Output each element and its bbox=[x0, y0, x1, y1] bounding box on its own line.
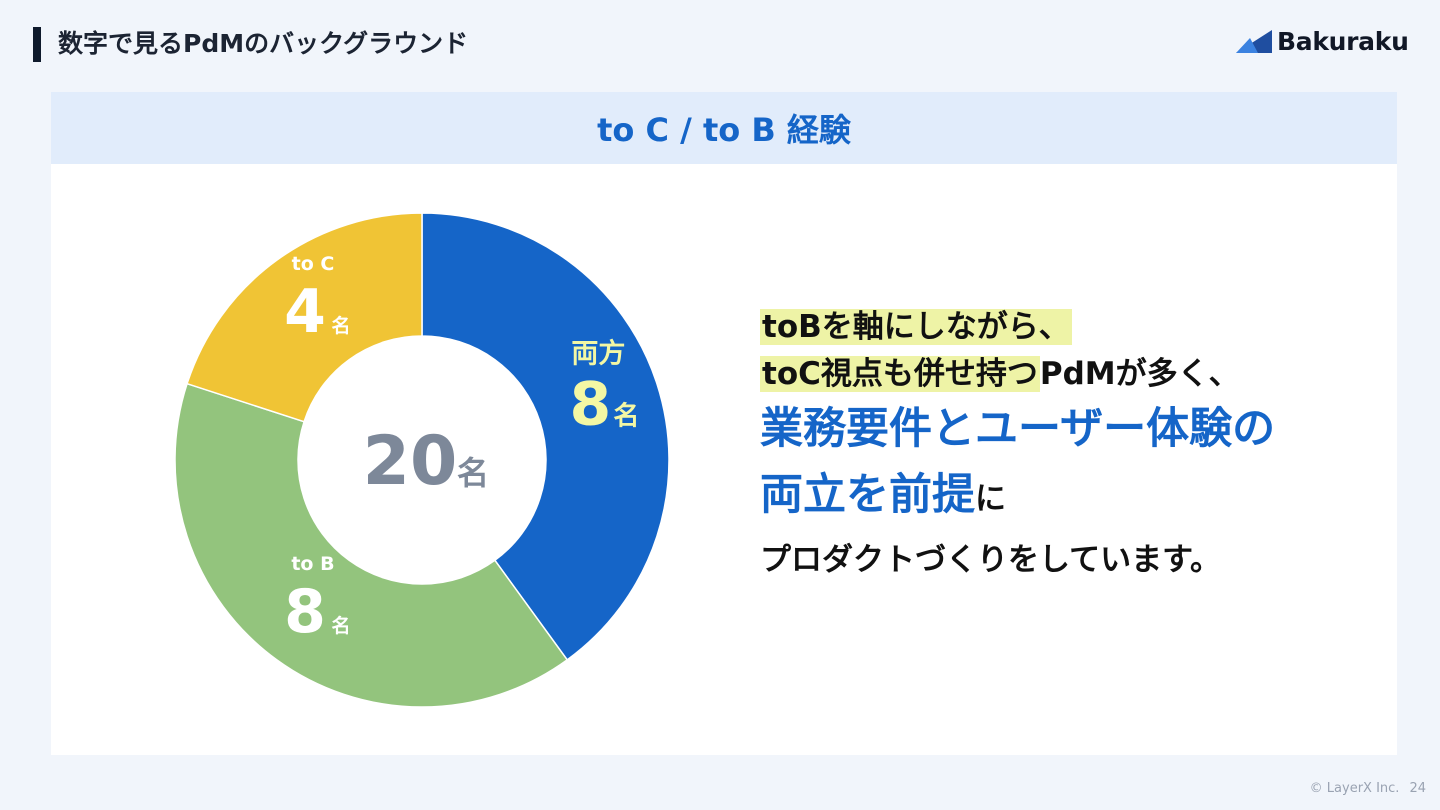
slice-value: 8 bbox=[570, 370, 612, 440]
bakuraku-logo-icon bbox=[1236, 30, 1272, 53]
card-header: to C / to B 経験 bbox=[51, 92, 1397, 164]
message-line-3: 業務要件とユーザー体験の bbox=[760, 404, 1276, 454]
center-total-value: 20 bbox=[363, 422, 458, 501]
slice-label: to C bbox=[292, 253, 335, 275]
center-total-unit: 名 bbox=[457, 454, 489, 492]
donut-chart: 両方8 名to B8 名to C4 名20 名 bbox=[174, 212, 670, 708]
slice-unit: 名 bbox=[613, 401, 639, 432]
logo-text: Bakuraku bbox=[1277, 26, 1409, 56]
title-accent-bar bbox=[33, 27, 41, 62]
slice-value: 8 bbox=[284, 577, 326, 647]
slice-unit: 名 bbox=[331, 314, 350, 337]
message-line-1: toBを軸にしながら、 bbox=[760, 305, 1380, 349]
highlight-text: toBを軸にしながら、 bbox=[760, 309, 1072, 345]
card-body: 両方 8 名 to B 8 名 to C 4 名 20 名 toBを軸にしながら、 toC視点も併せ… bbox=[51, 164, 1397, 755]
message-line-2: toC視点も併せ持つPdMが多く、 bbox=[760, 352, 1380, 396]
page-number: 24 bbox=[1409, 781, 1426, 796]
highlight-text: toC視点も併せ持つ bbox=[760, 356, 1040, 392]
message-emphasis: 両立を前提 bbox=[760, 470, 975, 520]
slice-label: to B bbox=[291, 553, 334, 575]
donut-slice-2 bbox=[174, 382, 569, 708]
bakuraku-logo: Bakuraku bbox=[1236, 24, 1409, 58]
card-title: to C / to B 経験 bbox=[597, 111, 851, 149]
message-text: に bbox=[975, 481, 1006, 517]
slice-unit: 名 bbox=[331, 614, 350, 637]
donut-slice-3 bbox=[186, 212, 423, 423]
copyright: © LayerX Inc. bbox=[1309, 781, 1400, 796]
message-line-4: 両立を前提に bbox=[760, 462, 1380, 532]
message-line-5: プロダクトづくりをしています。 bbox=[760, 542, 1221, 578]
message-block: toBを軸にしながら、 toC視点も併せ持つPdMが多く、 業務要件とユーザー体… bbox=[760, 305, 1380, 588]
footer: © LayerX Inc. 24 bbox=[1310, 781, 1426, 796]
slice-value: 4 bbox=[284, 277, 326, 347]
slice-label: 両方 bbox=[571, 338, 625, 370]
donut-slice-1 bbox=[421, 212, 670, 661]
message-text: PdMが多く、 bbox=[1039, 356, 1240, 392]
page-title: 数字で見るPdMのバックグラウンド bbox=[58, 29, 469, 58]
